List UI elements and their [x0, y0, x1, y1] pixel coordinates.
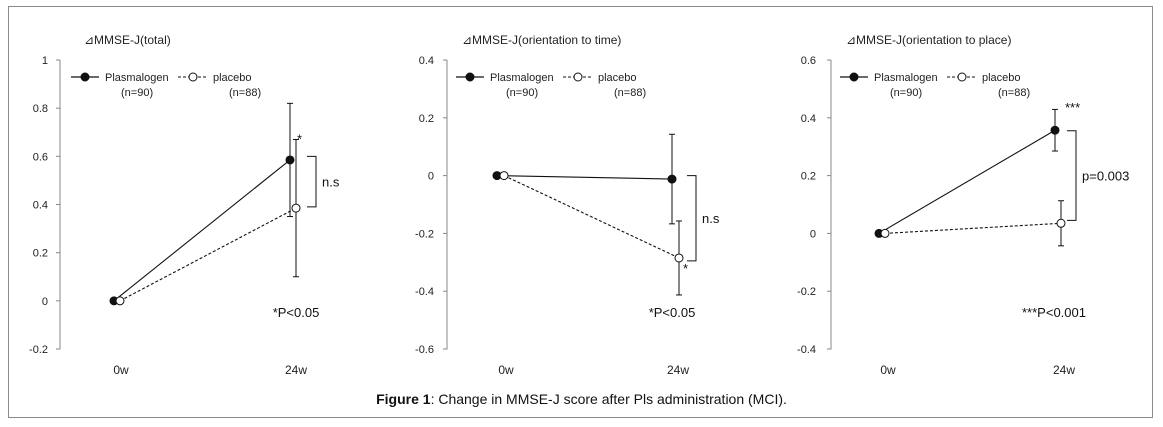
y-tick-label: 0.6 [801, 55, 816, 67]
caption-text: : Change in MMSE-J score after Pls admin… [430, 391, 787, 407]
legend-n-placebo: (n=88) [998, 87, 1030, 99]
data-point-placebo [499, 171, 509, 181]
bracket-label: p=0.003 [1082, 169, 1129, 184]
data-point-plasmalogen [1050, 125, 1060, 135]
y-tick-label: -0.6 [415, 344, 434, 356]
x-category-label: 24w [285, 363, 307, 377]
x-category-label: 24w [1053, 363, 1075, 377]
point-significance: *** [1065, 100, 1080, 115]
series-line-placebo [503, 175, 680, 259]
y-tick-label: 0.2 [33, 248, 48, 260]
significance-note: ***P<0.001 [1022, 305, 1086, 320]
bracket-label: n.s [702, 211, 720, 226]
y-tick-label: -0.2 [415, 228, 434, 240]
y-tick-label: 0 [42, 296, 48, 308]
figure-caption: Figure 1: Change in MMSE-J score after P… [0, 391, 1163, 407]
x-category-label: 0w [498, 363, 514, 377]
y-tick-label: 0 [810, 228, 816, 240]
significance-bracket [687, 175, 697, 262]
data-point-placebo [115, 296, 125, 306]
x-category-label: 0w [113, 363, 129, 377]
series-line-placebo [119, 207, 297, 302]
legend-marker-placebo [957, 72, 967, 82]
y-tick-label: 0.4 [33, 200, 48, 212]
data-point-placebo [1056, 218, 1066, 228]
data-point-plasmalogen [285, 155, 295, 165]
legend-n-plasmalogen: (n=90) [890, 87, 922, 99]
y-tick-label: -0.4 [797, 344, 816, 356]
significance-bracket [1067, 130, 1077, 221]
legend-n-plasmalogen: (n=90) [121, 87, 153, 99]
y-tick-label: 0.2 [419, 113, 434, 125]
significance-note: *P<0.05 [649, 305, 696, 320]
series-line-placebo [884, 222, 1062, 234]
legend-label-plasmalogen: Plasmalogen [490, 72, 554, 84]
legend-n-placebo: (n=88) [229, 87, 261, 99]
legend-marker-plasmalogen [80, 72, 90, 82]
caption-label: Figure 1 [376, 391, 431, 407]
significance-bracket [307, 155, 317, 208]
legend-marker-placebo [188, 72, 198, 82]
legend-marker-plasmalogen [849, 72, 859, 82]
data-point-placebo [291, 203, 301, 213]
y-tick-label: 1 [42, 55, 48, 67]
bracket-label: n.s [322, 175, 340, 190]
x-category-label: 0w [880, 363, 896, 377]
point-significance: * [683, 261, 688, 276]
legend-label-plasmalogen: Plasmalogen [874, 72, 938, 84]
y-tick-label: -0.2 [29, 344, 48, 356]
point-significance: * [297, 131, 302, 146]
y-tick-label: 0.2 [801, 171, 816, 183]
y-tick-label: 0.6 [33, 151, 48, 163]
legend-marker-plasmalogen [465, 72, 475, 82]
y-tick-label: 0.4 [419, 55, 434, 67]
chart-title: ⊿MMSE-J(orientation to place) [846, 33, 1011, 47]
series-line-plasmalogen [878, 129, 1056, 234]
series-line-plasmalogen [496, 175, 673, 180]
y-tick-label: -0.2 [797, 286, 816, 298]
y-tick-label: 0 [428, 171, 434, 183]
legend-label-placebo: placebo [598, 72, 637, 84]
legend-marker-placebo [573, 72, 583, 82]
series-line-plasmalogen [113, 159, 291, 302]
legend-n-plasmalogen: (n=90) [506, 87, 538, 99]
y-tick-label: 0.4 [801, 113, 816, 125]
legend-label-plasmalogen: Plasmalogen [105, 72, 169, 84]
chart-title: ⊿MMSE-J(orientation to time) [462, 33, 621, 47]
legend-label-placebo: placebo [982, 72, 1021, 84]
significance-note: *P<0.05 [273, 305, 320, 320]
x-category-label: 24w [667, 363, 689, 377]
legend-n-placebo: (n=88) [614, 87, 646, 99]
y-tick-label: -0.4 [415, 286, 434, 298]
y-tick-label: 0.8 [33, 103, 48, 115]
data-point-placebo [674, 253, 684, 263]
data-point-plasmalogen [667, 174, 677, 184]
chart-title: ⊿MMSE-J(total) [84, 33, 171, 47]
legend-label-placebo: placebo [213, 72, 252, 84]
data-point-placebo [880, 228, 890, 238]
